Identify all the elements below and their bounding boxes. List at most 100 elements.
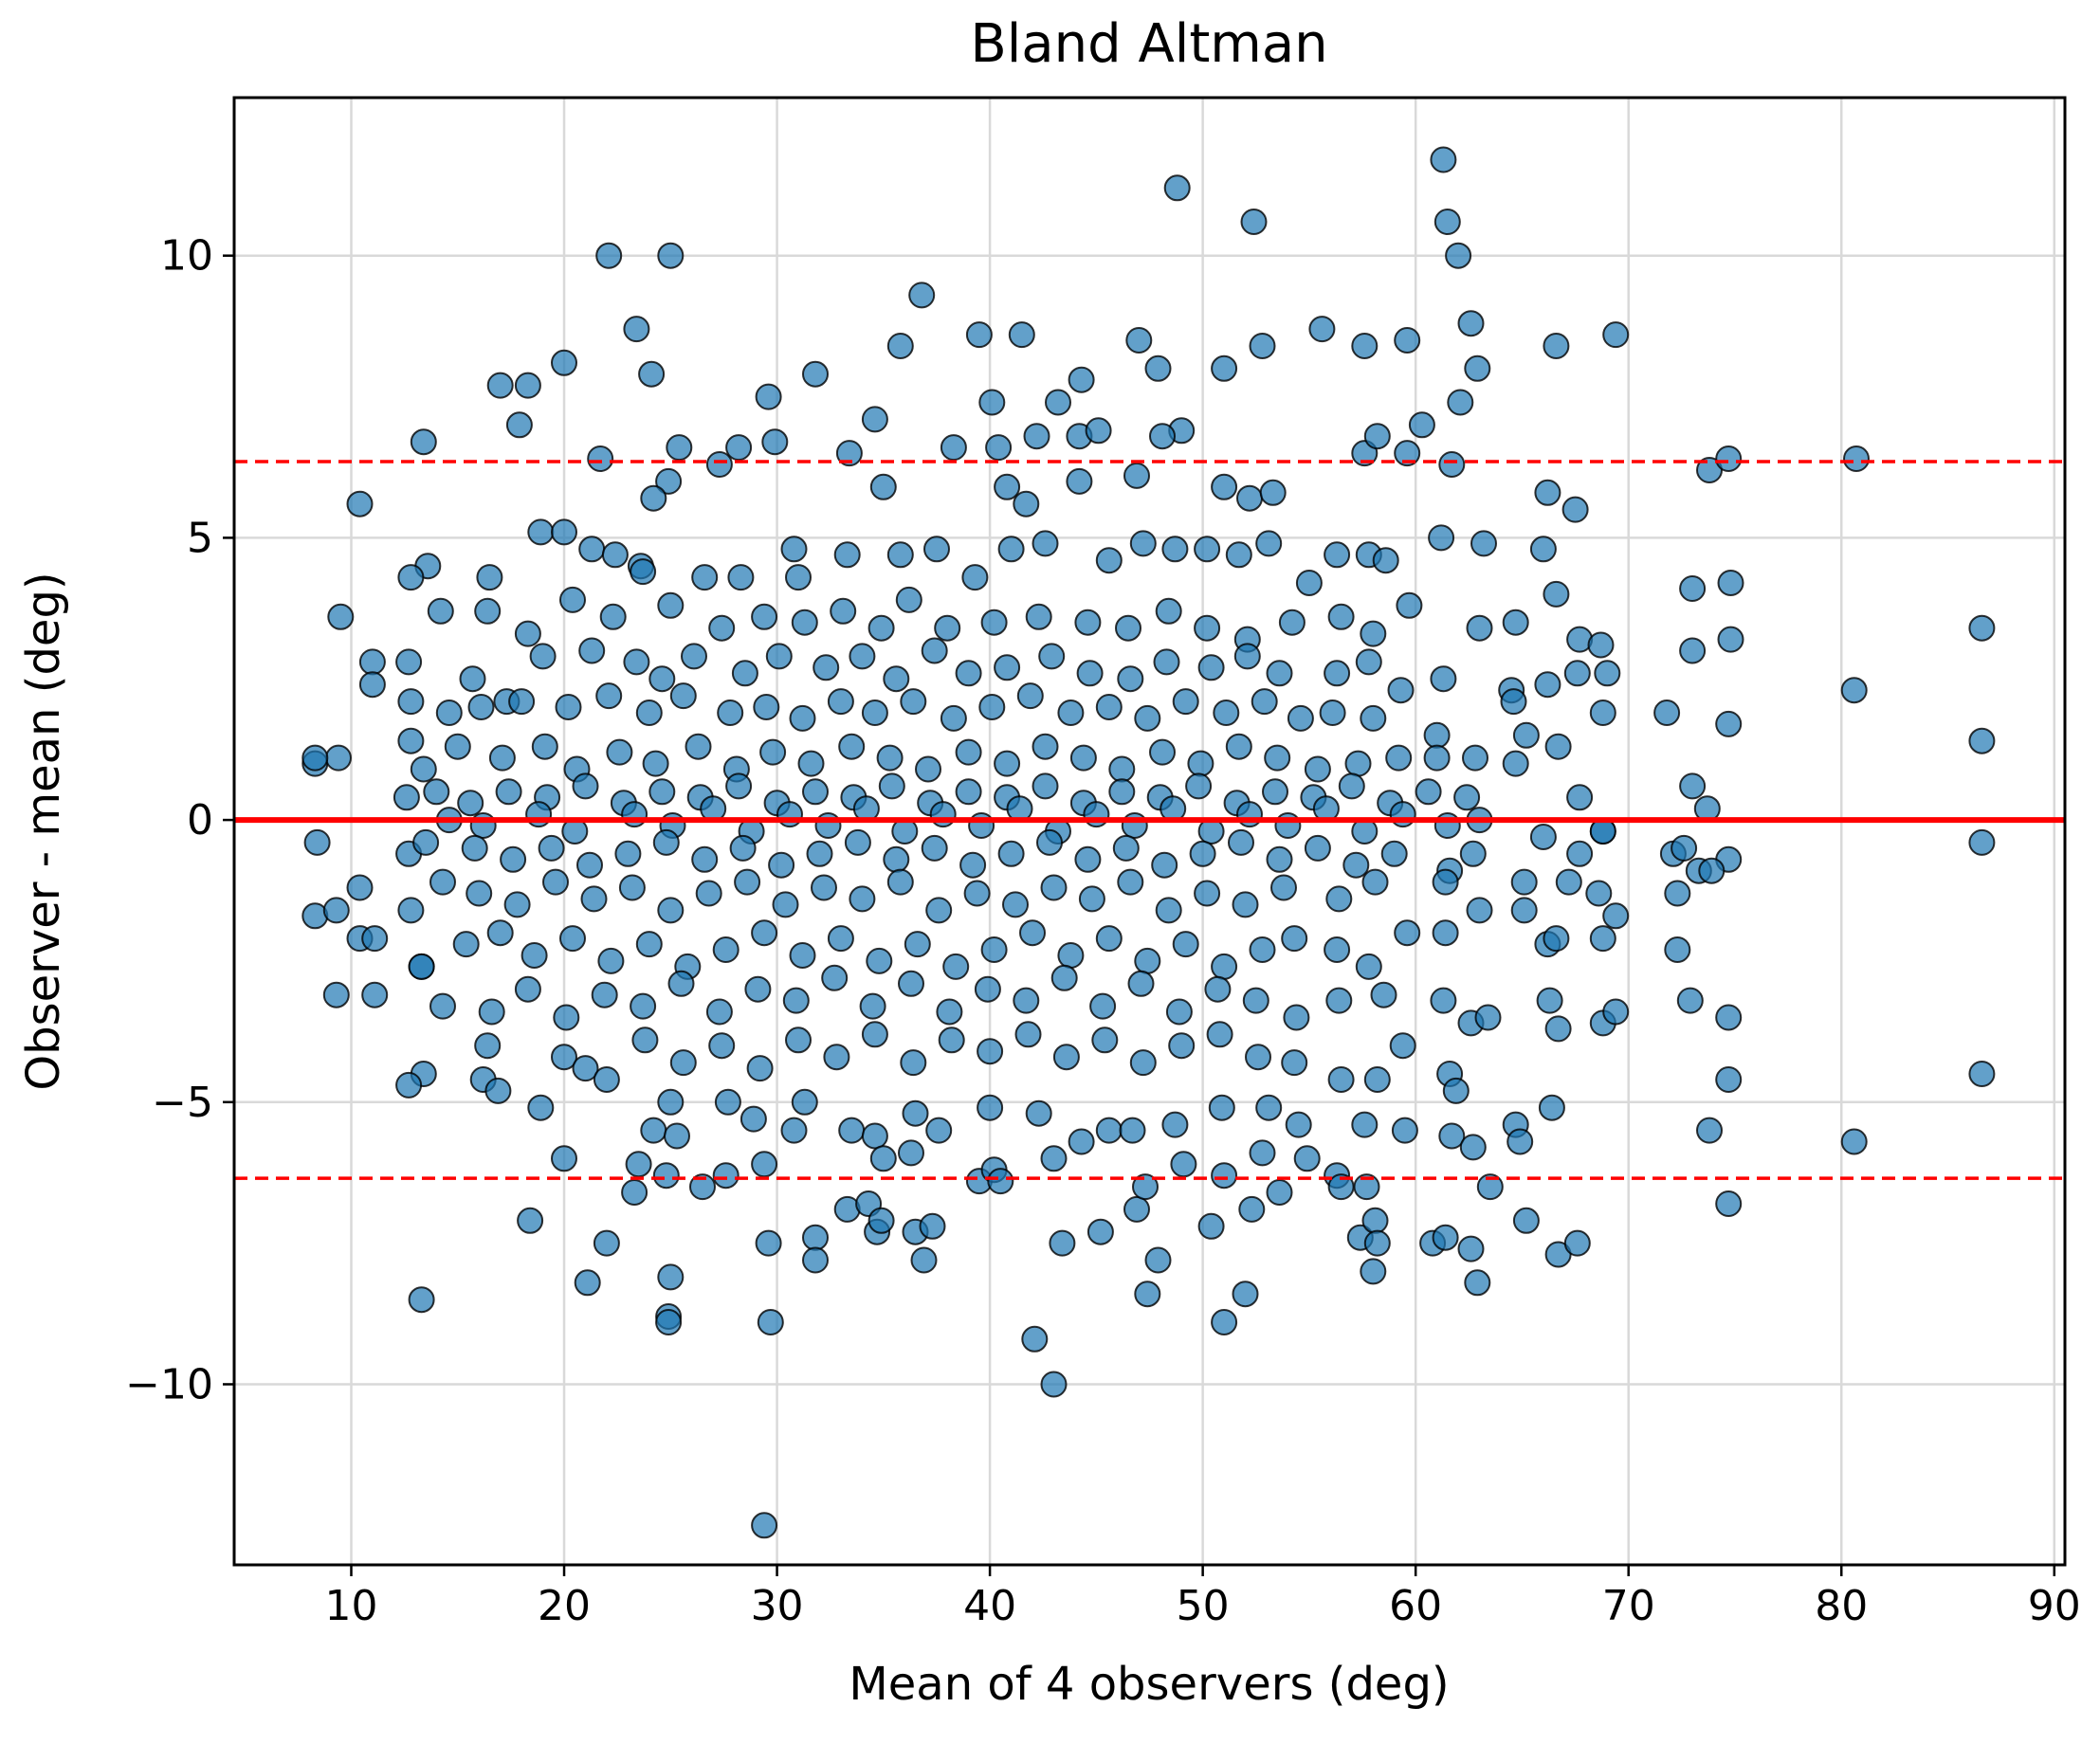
scatter-point bbox=[1119, 1117, 1146, 1144]
scatter-point bbox=[959, 851, 987, 879]
plot-frame bbox=[232, 96, 2067, 1567]
scatter-point bbox=[1394, 327, 1421, 354]
scatter-point bbox=[1602, 998, 1630, 1026]
scatter-point bbox=[1543, 580, 1570, 608]
scatter-point bbox=[1134, 947, 1161, 974]
scatter-point bbox=[940, 434, 967, 462]
scatter-point bbox=[1040, 1145, 1068, 1172]
scatter-point bbox=[1715, 710, 1743, 737]
scatter-point bbox=[1389, 1032, 1416, 1060]
scatter-point bbox=[1534, 671, 1561, 699]
scatter-point bbox=[1304, 834, 1331, 862]
scatter-point bbox=[1430, 146, 1457, 173]
scatter-point bbox=[1040, 1371, 1068, 1398]
scatter-point bbox=[725, 772, 753, 800]
scatter-point bbox=[461, 834, 488, 862]
scatter-point bbox=[435, 699, 463, 726]
scatter-point bbox=[1428, 524, 1455, 552]
scatter-point bbox=[1266, 660, 1293, 687]
scatter-point bbox=[1671, 834, 1698, 862]
scatter-point bbox=[1500, 688, 1527, 716]
scatter-point bbox=[712, 1162, 740, 1190]
scatter-point bbox=[1089, 992, 1117, 1020]
scatter-point bbox=[397, 688, 425, 716]
scatter-point bbox=[1002, 891, 1029, 918]
scatter-point bbox=[994, 654, 1021, 681]
scatter-point bbox=[1168, 1032, 1196, 1060]
scatter-point bbox=[1206, 1021, 1233, 1048]
scatter-point bbox=[1249, 333, 1276, 359]
scatter-point bbox=[1679, 772, 1707, 800]
scatter-point bbox=[1385, 744, 1413, 772]
scatter-point bbox=[1968, 828, 1996, 856]
scatter-point bbox=[623, 648, 650, 676]
scatter-point bbox=[514, 975, 541, 1003]
scatter-point bbox=[1236, 801, 1263, 828]
grid-lines bbox=[234, 98, 2065, 1565]
scatter-point bbox=[1262, 778, 1288, 806]
x-tick-label: 80 bbox=[1815, 1582, 1868, 1630]
scatter-point bbox=[1281, 1049, 1308, 1077]
scatter-point bbox=[1057, 699, 1085, 726]
scatter-point bbox=[1032, 733, 1059, 760]
scatter-point bbox=[708, 1032, 736, 1060]
scatter-point bbox=[478, 998, 505, 1026]
scatter-point bbox=[1408, 411, 1435, 439]
scatter-point bbox=[994, 473, 1021, 500]
scatter-point bbox=[1327, 603, 1355, 630]
scatter-point bbox=[1038, 643, 1066, 670]
scatter-point bbox=[910, 1246, 938, 1274]
scatter-point bbox=[1543, 925, 1570, 953]
scatter-point bbox=[997, 840, 1025, 867]
scatter-point bbox=[1153, 648, 1180, 676]
scatter-point bbox=[1464, 1269, 1491, 1297]
scatter-point bbox=[955, 778, 982, 806]
chart-title: Bland Altman bbox=[970, 13, 1327, 75]
scatter-point bbox=[655, 1309, 683, 1335]
scatter-point bbox=[469, 812, 497, 839]
scatter-point bbox=[459, 665, 486, 693]
scatter-point bbox=[1123, 1195, 1150, 1223]
y-tick-label: −5 bbox=[152, 1079, 213, 1127]
scatter-point bbox=[476, 564, 503, 591]
scatter-point bbox=[908, 282, 936, 309]
scatter-point bbox=[1602, 321, 1630, 349]
scatter-point bbox=[1066, 467, 1093, 495]
scatter-point bbox=[1363, 1229, 1391, 1257]
scatter-point bbox=[412, 828, 440, 856]
scatter-point bbox=[1325, 987, 1353, 1014]
scatter-point bbox=[1255, 530, 1283, 557]
y-axis-label: Observer - mean (deg) bbox=[17, 572, 70, 1090]
scatter-point bbox=[1433, 812, 1461, 839]
scatter-point bbox=[1172, 688, 1199, 716]
scatter-point bbox=[861, 699, 888, 726]
scatter-point bbox=[1679, 637, 1707, 664]
scatter-point bbox=[900, 688, 927, 716]
scatter-point bbox=[1543, 333, 1570, 359]
scatter-point bbox=[474, 1032, 502, 1060]
scatter-point bbox=[657, 591, 685, 619]
scatter-point bbox=[1208, 1094, 1235, 1121]
reference-lines bbox=[234, 460, 2065, 1180]
scatter-point bbox=[1270, 874, 1297, 901]
scatter-point bbox=[1151, 851, 1178, 879]
scatter-point bbox=[666, 434, 693, 462]
scatter-point bbox=[527, 1094, 555, 1121]
scatter-point bbox=[867, 614, 895, 642]
scatter-points bbox=[301, 146, 1996, 1539]
scatter-point bbox=[755, 1229, 782, 1257]
scatter-point bbox=[1360, 1258, 1387, 1285]
scatter-point bbox=[303, 828, 331, 856]
scatter-point bbox=[1474, 1004, 1502, 1031]
scatter-point bbox=[751, 603, 778, 630]
scatter-point bbox=[1293, 1145, 1321, 1172]
scatter-point bbox=[635, 699, 663, 726]
scatter-point bbox=[806, 840, 833, 867]
scatter-point bbox=[797, 750, 825, 777]
scatter-point bbox=[1287, 704, 1314, 732]
scatter-point bbox=[849, 643, 876, 670]
scatter-point bbox=[1095, 547, 1123, 574]
x-tick-label: 50 bbox=[1177, 1582, 1230, 1630]
scatter-point bbox=[1843, 445, 1870, 472]
scatter-point bbox=[1052, 1044, 1080, 1071]
